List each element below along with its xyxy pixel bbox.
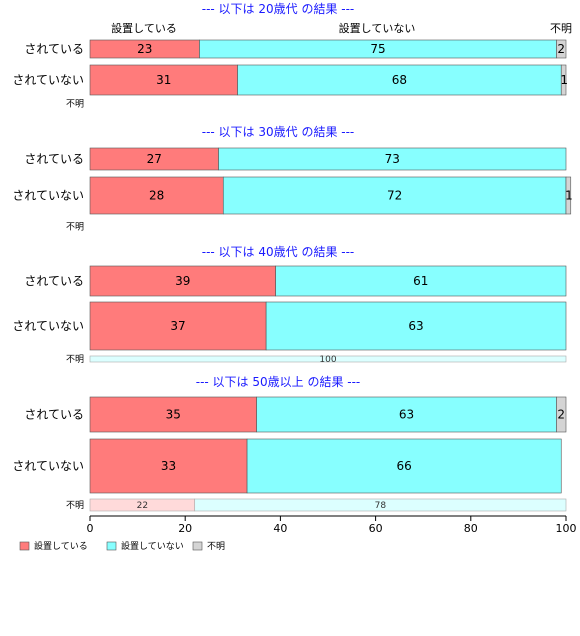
row-label: されていない: [12, 459, 84, 473]
bar-segment: [237, 64, 562, 96]
bar-segment: [246, 438, 562, 494]
legend-swatch: [106, 541, 117, 551]
panel-title: --- 以下は 50歳以上 の結果 ---: [196, 375, 361, 389]
column-header: 不明: [550, 22, 572, 35]
data-label: 33: [161, 459, 176, 473]
row-label: 不明: [66, 500, 84, 511]
data-label: 28: [149, 189, 164, 203]
row-label: されている: [24, 408, 84, 422]
column-header: 設置している: [111, 21, 177, 35]
legend-label: 設置していない: [121, 540, 184, 552]
panel-title: --- 以下は 20歳代 の結果 ---: [202, 2, 355, 16]
row-label: されていない: [12, 73, 84, 87]
data-label: 61: [413, 274, 428, 288]
data-label: 66: [397, 459, 412, 473]
legend-swatch: [192, 541, 203, 551]
data-label: 2: [557, 42, 565, 56]
data-label: 23: [137, 42, 152, 56]
row-label: 不明: [66, 99, 84, 110]
legend-label: 設置している: [34, 540, 88, 552]
data-label: 63: [399, 408, 414, 422]
data-label: 72: [387, 189, 402, 203]
data-label: 100: [319, 355, 336, 365]
x-tick-label: 20: [178, 522, 192, 535]
row-label: されている: [24, 152, 84, 166]
bar-segment: [222, 176, 567, 215]
data-label: 78: [375, 501, 387, 511]
x-tick-label: 0: [87, 522, 94, 535]
data-label: 31: [156, 73, 171, 87]
x-tick-label: 60: [369, 522, 383, 535]
row-label: されている: [24, 274, 84, 288]
bar-segment: [89, 176, 224, 215]
data-label: 37: [170, 319, 185, 333]
data-label: 22: [137, 501, 148, 511]
x-tick-label: 100: [556, 522, 577, 535]
bar-segment: [556, 39, 567, 59]
data-label: 39: [175, 274, 190, 288]
data-label: 35: [166, 408, 181, 422]
bar-segment: [275, 265, 567, 297]
x-tick-label: 40: [273, 522, 287, 535]
bar-segment: [218, 147, 567, 171]
data-label: 2: [557, 408, 565, 422]
row-label: 不明: [66, 222, 84, 233]
data-label: 75: [370, 42, 385, 56]
x-tick-label: 80: [464, 522, 478, 535]
data-label: 1: [560, 73, 568, 87]
legend-label: 不明: [207, 541, 225, 552]
panel-title: --- 以下は 30歳代 の結果 ---: [202, 125, 355, 139]
legend-swatch: [19, 541, 30, 551]
data-label: 1: [565, 189, 573, 203]
bar-segment: [565, 176, 572, 215]
data-label: 73: [385, 152, 400, 166]
bar-segment: [89, 438, 248, 494]
bar-segment: [560, 64, 567, 96]
bar-segment: [194, 498, 567, 512]
column-header: 設置していない: [339, 21, 416, 35]
panel-title: --- 以下は 40歳代 の結果 ---: [202, 245, 355, 259]
bar-segment: [89, 355, 567, 363]
data-label: 63: [408, 319, 423, 333]
bar-segment: [89, 396, 257, 433]
data-label: 68: [392, 73, 407, 87]
bar-segment: [256, 396, 557, 433]
row-label: されていない: [12, 319, 84, 333]
bar-segment: [89, 301, 267, 351]
row-label: 不明: [66, 354, 84, 365]
bar-segment: [556, 396, 567, 433]
row-label: されている: [24, 42, 84, 56]
data-label: 27: [147, 152, 162, 166]
bar-segment: [265, 301, 567, 351]
row-label: されていない: [12, 189, 84, 203]
